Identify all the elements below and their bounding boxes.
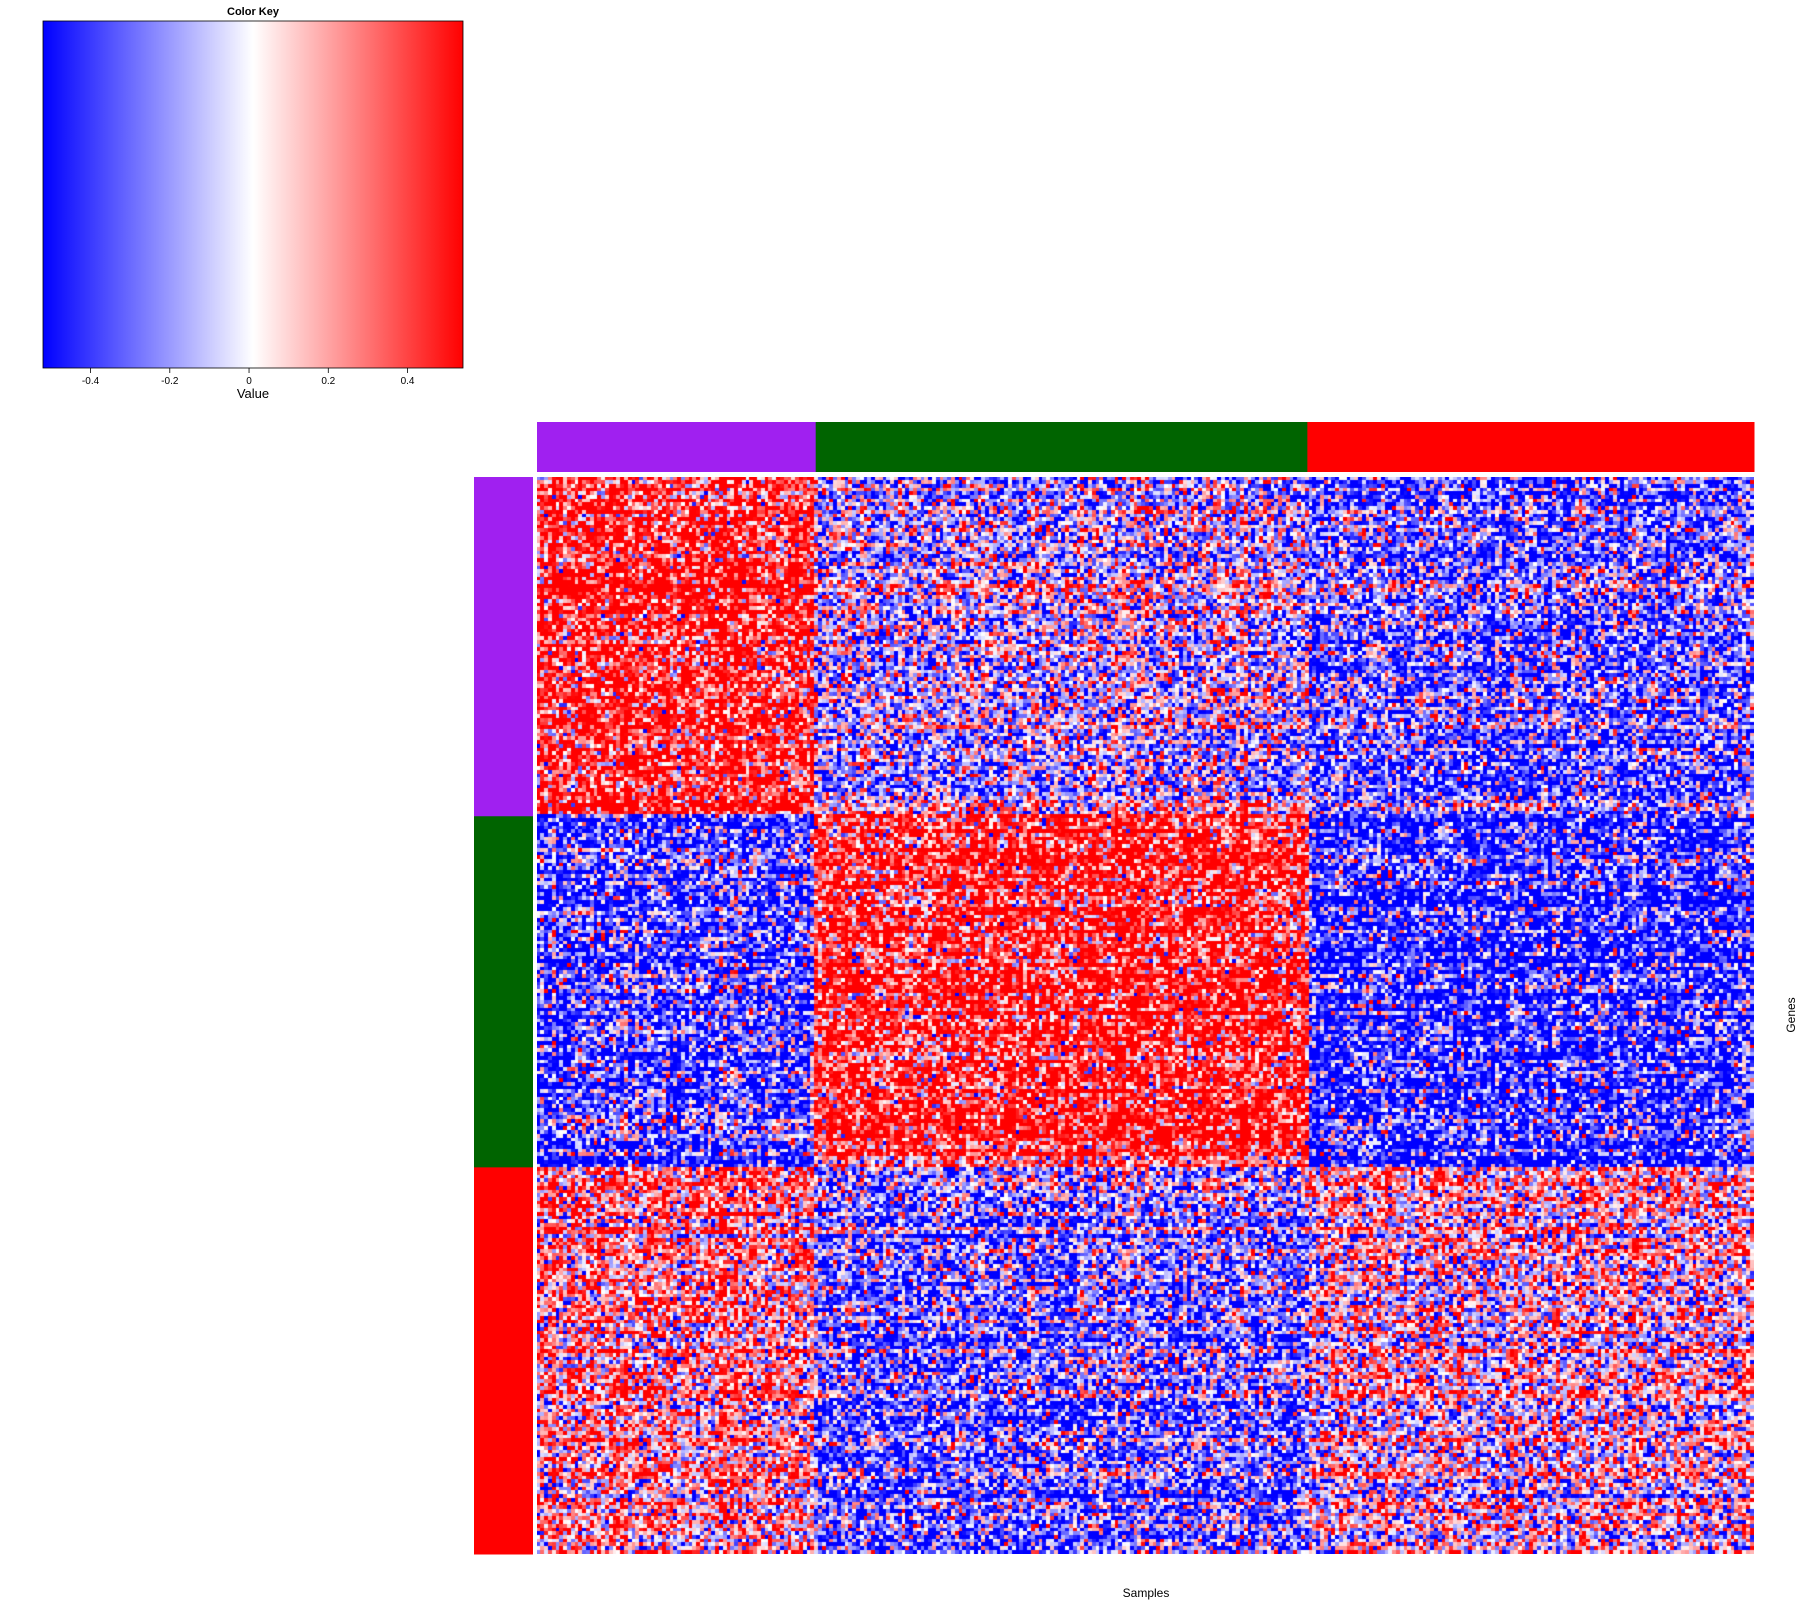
color-key-tick-label: 0	[246, 376, 252, 387]
row-group-3-bar	[474, 1167, 533, 1555]
color-key-tick-label: -0.4	[82, 376, 100, 387]
color-key-xlabel: Value	[237, 386, 269, 401]
column-group-2-bar	[815, 422, 1308, 472]
column-group-1-bar	[537, 422, 817, 472]
y-axis-label: Genes	[1784, 997, 1798, 1032]
row-group-1-bar	[474, 477, 533, 817]
column-group-bar	[537, 422, 1755, 472]
column-group-3-bar	[1307, 422, 1755, 472]
row-group-bar	[474, 477, 533, 1555]
color-key-tick-label: -0.2	[161, 376, 179, 387]
color-key-title: Color Key	[227, 6, 280, 18]
color-key: Color Key -0.4 -0.2 0 0.2 0.4 Value	[42, 6, 464, 401]
color-key-tick-label: 0.4	[401, 376, 415, 387]
row-group-2-bar	[474, 816, 533, 1168]
color-key-ticks: -0.4 -0.2 0 0.2 0.4	[82, 368, 415, 387]
color-key-gradient	[42, 20, 464, 369]
heatmap-body-container	[537, 477, 1754, 1554]
heatmap-cells	[537, 477, 1754, 1554]
color-key-tick-label: 0.2	[321, 376, 335, 387]
x-axis-label: Samples	[1123, 1586, 1170, 1600]
